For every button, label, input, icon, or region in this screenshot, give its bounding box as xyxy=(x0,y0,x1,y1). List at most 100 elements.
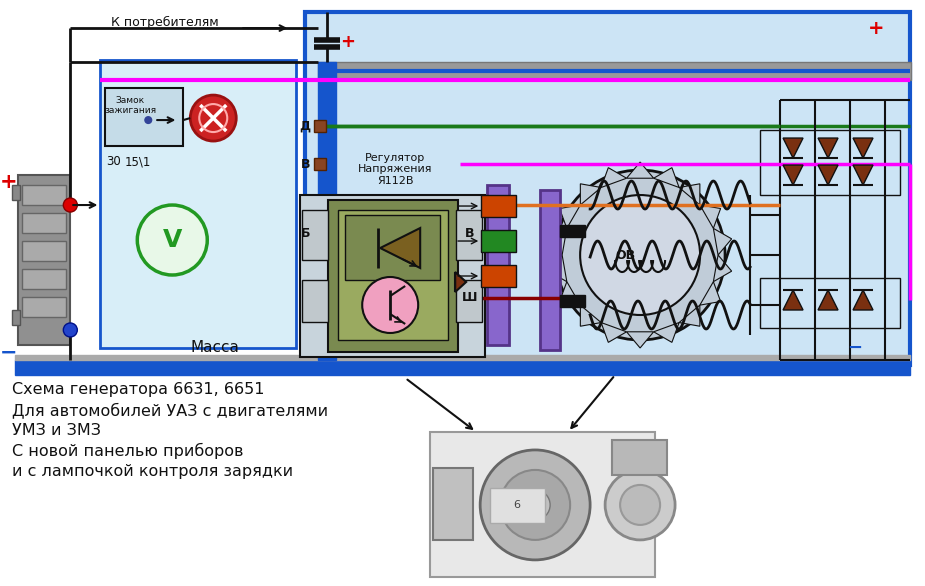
Text: Регулятор
Напряжения
Я112В: Регулятор Напряжения Я112В xyxy=(358,153,433,186)
Bar xyxy=(22,269,67,289)
Polygon shape xyxy=(601,322,626,342)
Polygon shape xyxy=(713,229,732,255)
Bar xyxy=(481,230,516,252)
Polygon shape xyxy=(783,138,803,158)
Bar xyxy=(612,440,667,475)
Circle shape xyxy=(191,95,236,141)
Bar xyxy=(481,195,516,217)
Polygon shape xyxy=(853,165,873,185)
Polygon shape xyxy=(654,168,679,188)
Polygon shape xyxy=(783,290,803,310)
Text: ОВ: ОВ xyxy=(615,248,635,261)
Circle shape xyxy=(63,198,78,212)
Bar xyxy=(318,62,336,360)
Polygon shape xyxy=(626,332,654,348)
Text: В: В xyxy=(301,158,310,171)
Bar xyxy=(301,195,485,357)
Bar xyxy=(456,280,482,322)
Polygon shape xyxy=(700,282,721,305)
Text: −: − xyxy=(0,343,17,363)
Text: 15\1: 15\1 xyxy=(125,155,152,168)
Bar xyxy=(456,210,482,260)
Bar xyxy=(561,225,586,237)
Text: Замок
зажигания: Замок зажигания xyxy=(105,96,156,115)
Polygon shape xyxy=(601,168,626,188)
Polygon shape xyxy=(713,255,732,282)
Bar xyxy=(490,488,545,523)
Bar xyxy=(760,278,900,328)
Polygon shape xyxy=(549,255,567,282)
Bar xyxy=(16,355,910,360)
Text: −: − xyxy=(847,339,863,357)
Circle shape xyxy=(137,205,207,275)
Bar xyxy=(314,158,327,170)
Bar xyxy=(105,88,183,146)
Text: Ш: Ш xyxy=(462,291,477,305)
Text: +: + xyxy=(868,19,884,38)
Bar xyxy=(302,280,328,322)
Text: Б: Б xyxy=(301,227,310,240)
Bar xyxy=(540,190,561,350)
Bar xyxy=(760,130,900,195)
Polygon shape xyxy=(560,205,580,229)
Text: 30: 30 xyxy=(106,155,120,168)
Polygon shape xyxy=(580,184,601,205)
Bar xyxy=(314,120,327,132)
Bar xyxy=(22,241,67,261)
Text: К потребителям: К потребителям xyxy=(111,16,219,29)
Bar xyxy=(345,215,440,280)
Bar xyxy=(481,265,516,287)
Circle shape xyxy=(620,485,660,525)
Circle shape xyxy=(480,450,590,560)
Text: +: + xyxy=(0,172,18,192)
Polygon shape xyxy=(853,138,873,158)
Bar xyxy=(22,213,67,233)
Bar xyxy=(302,210,328,260)
Polygon shape xyxy=(783,165,803,185)
Polygon shape xyxy=(626,162,654,178)
Bar xyxy=(430,432,655,577)
Circle shape xyxy=(555,170,725,340)
Circle shape xyxy=(500,470,570,540)
Polygon shape xyxy=(818,138,838,158)
Bar xyxy=(12,185,20,200)
Bar xyxy=(100,60,296,348)
Polygon shape xyxy=(455,272,466,292)
Bar xyxy=(12,310,20,325)
Text: В: В xyxy=(464,227,474,240)
Bar xyxy=(22,297,67,317)
Bar xyxy=(339,210,449,340)
Polygon shape xyxy=(654,322,679,342)
Polygon shape xyxy=(679,184,700,205)
Circle shape xyxy=(580,195,700,315)
Polygon shape xyxy=(700,205,721,229)
Polygon shape xyxy=(818,165,838,185)
Polygon shape xyxy=(580,305,601,326)
Bar xyxy=(561,295,586,307)
Circle shape xyxy=(363,277,418,333)
Text: Схема генератора 6631, 6651
Для автомобилей УАЗ с двигателями
УМЗ и ЗМЗ
С новой : Схема генератора 6631, 6651 Для автомоби… xyxy=(12,382,328,479)
Bar xyxy=(487,185,509,345)
Text: 6: 6 xyxy=(513,500,521,510)
Circle shape xyxy=(145,117,152,123)
Polygon shape xyxy=(853,290,873,310)
Bar xyxy=(16,360,910,375)
Bar xyxy=(433,468,474,540)
Circle shape xyxy=(63,323,78,337)
Text: Д: Д xyxy=(299,120,310,132)
Polygon shape xyxy=(549,229,567,255)
Bar xyxy=(22,185,67,205)
Text: Масса: Масса xyxy=(191,340,240,355)
Bar xyxy=(18,175,70,345)
Bar xyxy=(318,62,911,80)
Polygon shape xyxy=(560,282,580,305)
Text: +: + xyxy=(339,33,354,51)
Polygon shape xyxy=(380,228,420,268)
Circle shape xyxy=(520,490,550,520)
Polygon shape xyxy=(818,290,838,310)
Bar xyxy=(328,200,458,352)
Circle shape xyxy=(605,470,675,540)
Text: V: V xyxy=(163,228,182,252)
Bar xyxy=(305,12,910,365)
Polygon shape xyxy=(679,305,700,326)
